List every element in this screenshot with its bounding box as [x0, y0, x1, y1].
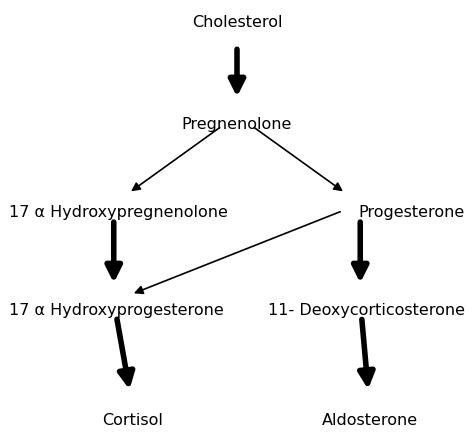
Text: Cholesterol: Cholesterol [192, 15, 282, 30]
Text: Aldosterone: Aldosterone [322, 413, 418, 428]
Text: 17 α Hydroxypregnenolone: 17 α Hydroxypregnenolone [9, 205, 228, 220]
Text: Pregnenolone: Pregnenolone [182, 117, 292, 132]
Text: 17 α Hydroxyprogesterone: 17 α Hydroxyprogesterone [9, 303, 224, 318]
Text: Cortisol: Cortisol [102, 413, 163, 428]
Text: Progesterone: Progesterone [358, 205, 465, 220]
Text: 11- Deoxycorticosterone: 11- Deoxycorticosterone [267, 303, 465, 318]
